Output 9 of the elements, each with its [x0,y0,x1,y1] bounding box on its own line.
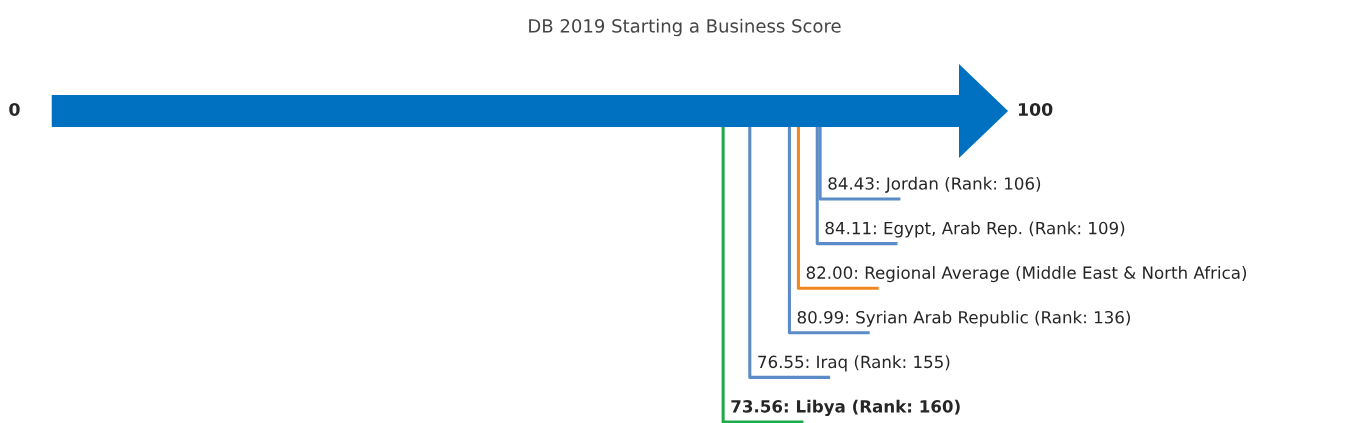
data-label: 82.00: Regional Average (Middle East & North Africa) [806,266,1247,283]
data-label: 80.99: Syrian Arab Republic (Rank: 136) [797,310,1130,327]
text: 100 [1018,102,1053,117]
data-label: 84.11: Egypt, Arab Rep. (Rank: 109) [825,221,1125,238]
data-label: 73.56: Libya (Rank: 160) [731,399,960,416]
text: 0 [9,102,20,117]
data-label: 76.55: Iraq (Rank: 155) [758,355,950,372]
data-label: 84.43: Jordan (Rank: 106) [828,176,1041,193]
text: DB 2019 Starting a Business Score [529,18,841,37]
